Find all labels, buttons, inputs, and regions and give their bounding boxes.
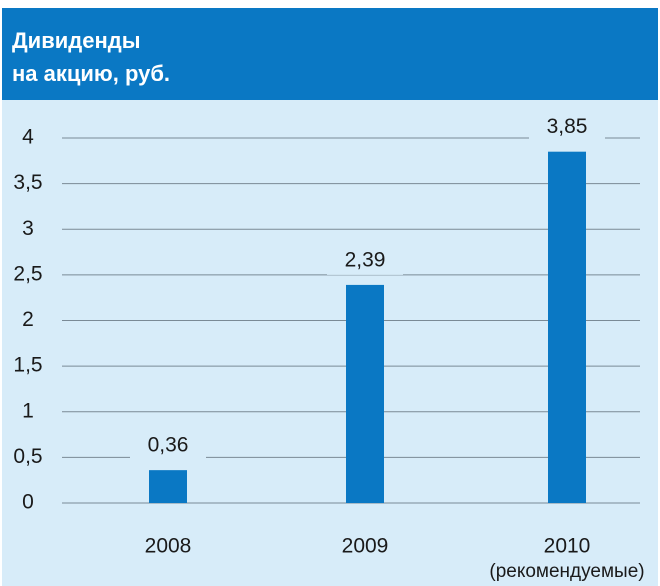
header-band: [2, 8, 658, 100]
y-tick-label: 4: [22, 126, 34, 149]
y-tick-label: 0: [22, 491, 34, 514]
y-tick-label: 3: [22, 217, 34, 240]
x-tick-note: (рекомендуемые): [489, 561, 644, 582]
x-tick-label: 2008: [145, 535, 192, 558]
value-label-background: [327, 246, 403, 275]
y-tick-label: 1,5: [13, 354, 42, 377]
y-tick-label: 0,5: [13, 445, 42, 468]
y-tick-label: 2,5: [13, 262, 42, 285]
chart-title: Дивиденды: [12, 28, 141, 53]
value-label: 3,85: [547, 115, 588, 138]
value-label-background: [529, 113, 605, 142]
x-tick-label: 2009: [342, 535, 389, 558]
y-tick-label: 1: [22, 399, 34, 422]
y-tick-label: 3,5: [13, 171, 42, 194]
value-label: 2,39: [345, 248, 386, 271]
chart-title: на акцию, руб.: [12, 61, 170, 86]
value-label-background: [130, 432, 206, 461]
bar: [548, 151, 586, 503]
value-label: 0,36: [148, 434, 189, 457]
x-tick-label: 2010: [544, 535, 591, 558]
y-tick-label: 2: [22, 308, 34, 331]
bar: [346, 284, 384, 503]
bar: [149, 470, 187, 503]
